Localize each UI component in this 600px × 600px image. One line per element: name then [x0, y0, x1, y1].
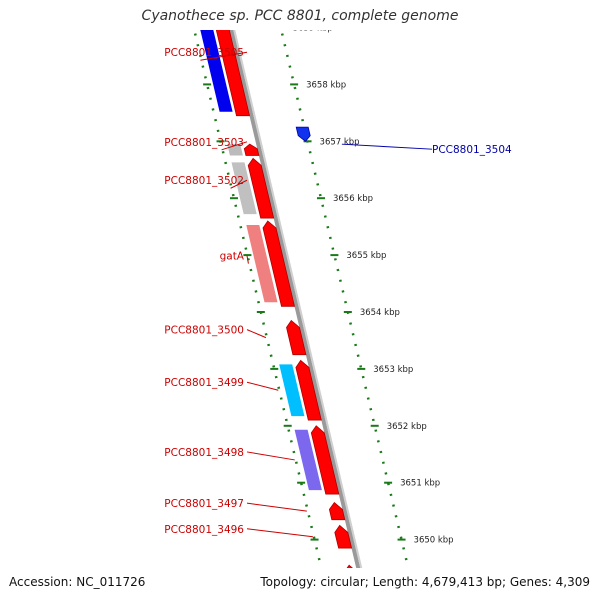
gene-label-pcc8801-3496: PCC8801_3496	[164, 524, 244, 536]
gene-arrow-unlabeled	[346, 564, 353, 568]
gene-label-pcc8801-3503: PCC8801_3503	[164, 137, 244, 149]
label-leader-pcc8801-3498	[246, 451, 295, 461]
gene-arrow-pcc8801-3502	[247, 157, 275, 219]
gene-label-pcc8801-3505: PCC8801_3505	[164, 47, 244, 59]
gene-arrow-pcc8801-3503	[243, 143, 260, 156]
gene-arrow-pcc8801-3500	[286, 319, 307, 356]
gene-label-pcc8801-3497: PCC8801_3497	[164, 498, 244, 510]
gene-arrow-pcc8801-3499	[295, 359, 322, 421]
gene-label-gata: gatA	[220, 251, 245, 263]
gene-label-pcc8801-3502: PCC8801_3502	[164, 175, 244, 187]
label-leader-pcc8801-3503	[221, 141, 248, 151]
gene-arrow-pcc8801-3504	[295, 126, 311, 142]
ruler-tick-label: 3653 kbp	[373, 365, 413, 375]
map-title: Cyanothece sp. PCC 8801, complete genome	[141, 8, 459, 24]
label-leader-gata	[246, 255, 249, 264]
label-leader-pcc8801-3500	[246, 329, 267, 339]
gene-arrow-pcc8801-3505	[215, 30, 251, 117]
genome-backbone	[229, 30, 361, 568]
gene-arrow-pcc8801-3496	[334, 524, 353, 549]
label-leader-pcc8801-3496	[246, 528, 313, 538]
ruler-tick-label: 3652 kbp	[387, 422, 427, 432]
gene-label-pcc8801-3504: PCC8801_3504	[432, 144, 512, 156]
gene-arrow-pcc8801-3498	[310, 425, 340, 495]
gene-arrow-gata	[262, 220, 296, 307]
label-leader-pcc8801-3502	[230, 179, 248, 189]
gene-category-bar-pcc8801-3498	[294, 429, 322, 491]
ruler-tick-label: 3655 kbp	[346, 251, 386, 261]
label-leader-pcc8801-3504	[341, 143, 433, 150]
topology-text: Topology: circular; Length: 4,679,413 bp…	[260, 575, 590, 589]
ruler-tick-label: 3654 kbp	[360, 308, 400, 318]
label-leader-pcc8801-3497	[246, 502, 307, 512]
gene-arrow-pcc8801-3497	[328, 502, 346, 521]
ruler-tick-label: 3658 kbp	[306, 80, 346, 90]
label-leader-pcc8801-3505	[200, 51, 248, 61]
gene-category-bar-gata	[246, 225, 278, 303]
ruler-tick-label: 3659 kbp	[293, 24, 333, 34]
ruler-tick-label: 3656 kbp	[333, 194, 373, 204]
accession-text: Accession: NC_011726	[9, 575, 146, 589]
gene-category-bar-pcc8801-3502	[231, 162, 257, 215]
genome-backbone-highlight	[233, 30, 363, 568]
label-leader-pcc8801-3499	[246, 381, 279, 391]
gene-label-pcc8801-3498: PCC8801_3498	[164, 447, 244, 459]
ruler-tick-label: 3657 kbp	[320, 137, 360, 147]
ruler-tick-label: 3651 kbp	[400, 479, 440, 489]
ruler-tick-label: 3650 kbp	[414, 536, 454, 546]
gene-label-pcc8801-3500: PCC8801_3500	[164, 325, 244, 337]
gene-category-bar-pcc8801-3499	[279, 364, 305, 417]
gene-category-bar-pcc8801-3505	[200, 30, 233, 112]
gene-label-pcc8801-3499: PCC8801_3499	[164, 377, 244, 389]
